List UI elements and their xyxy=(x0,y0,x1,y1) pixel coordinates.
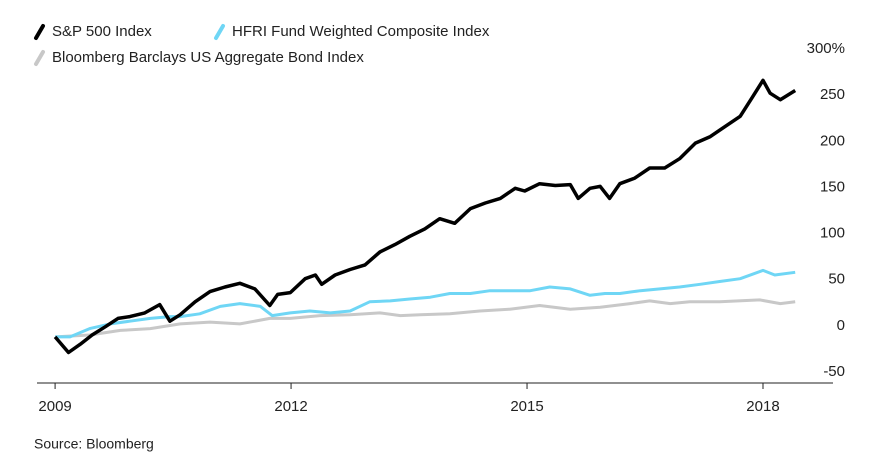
series-line xyxy=(53,78,797,355)
y-tick-label: 0 xyxy=(837,317,845,334)
legend-label: S&P 500 Index xyxy=(52,23,152,40)
legend-label: Bloomberg Barclays US Aggregate Bond Ind… xyxy=(52,49,364,66)
y-tick-label: 150 xyxy=(820,178,845,195)
x-tick-label: 2018 xyxy=(746,398,779,415)
y-tick-label: 100 xyxy=(820,225,845,242)
legend-swatch xyxy=(214,24,225,40)
source-note: Source: Bloomberg xyxy=(34,436,154,452)
x-tick-label: 2012 xyxy=(274,398,307,415)
y-tick-label: 200 xyxy=(820,132,845,149)
y-tick-label: 300% xyxy=(807,40,845,57)
y-tick-label: 250 xyxy=(820,86,845,103)
y-tick-label: -50 xyxy=(823,363,845,380)
series-line xyxy=(55,298,796,339)
x-tick-label: 2015 xyxy=(510,398,543,415)
y-tick-label: 50 xyxy=(828,271,845,288)
x-tick-label: 2009 xyxy=(38,398,71,415)
legend-swatch xyxy=(34,24,45,40)
legend-label: HFRI Fund Weighted Composite Index xyxy=(232,23,490,40)
legend-swatch xyxy=(34,50,45,66)
